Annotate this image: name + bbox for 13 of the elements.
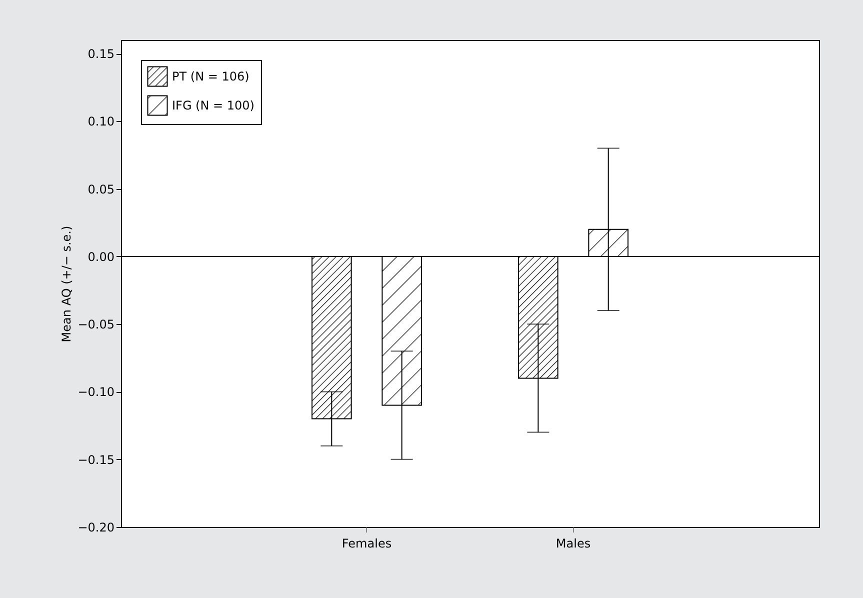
x-tick-label: Males — [556, 536, 591, 550]
y-tick-label: 0.10 — [88, 114, 114, 129]
y-tick-label: −0.10 — [78, 385, 114, 400]
y-tick-label: 0.15 — [88, 47, 114, 62]
y-axis-title: Mean AQ (+/− s.e.) — [60, 226, 74, 342]
legend-label: IFG (N = 100) — [172, 98, 254, 112]
y-tick-label: −0.20 — [78, 520, 114, 534]
y-tick-label: 0.00 — [88, 250, 114, 264]
legend-label: PT (N = 106) — [172, 70, 250, 84]
y-tick-label: −0.05 — [78, 318, 114, 332]
x-tick-label: Females — [342, 536, 392, 550]
y-tick-label: −0.15 — [78, 452, 114, 467]
y-tick-label: 0.05 — [88, 182, 114, 196]
